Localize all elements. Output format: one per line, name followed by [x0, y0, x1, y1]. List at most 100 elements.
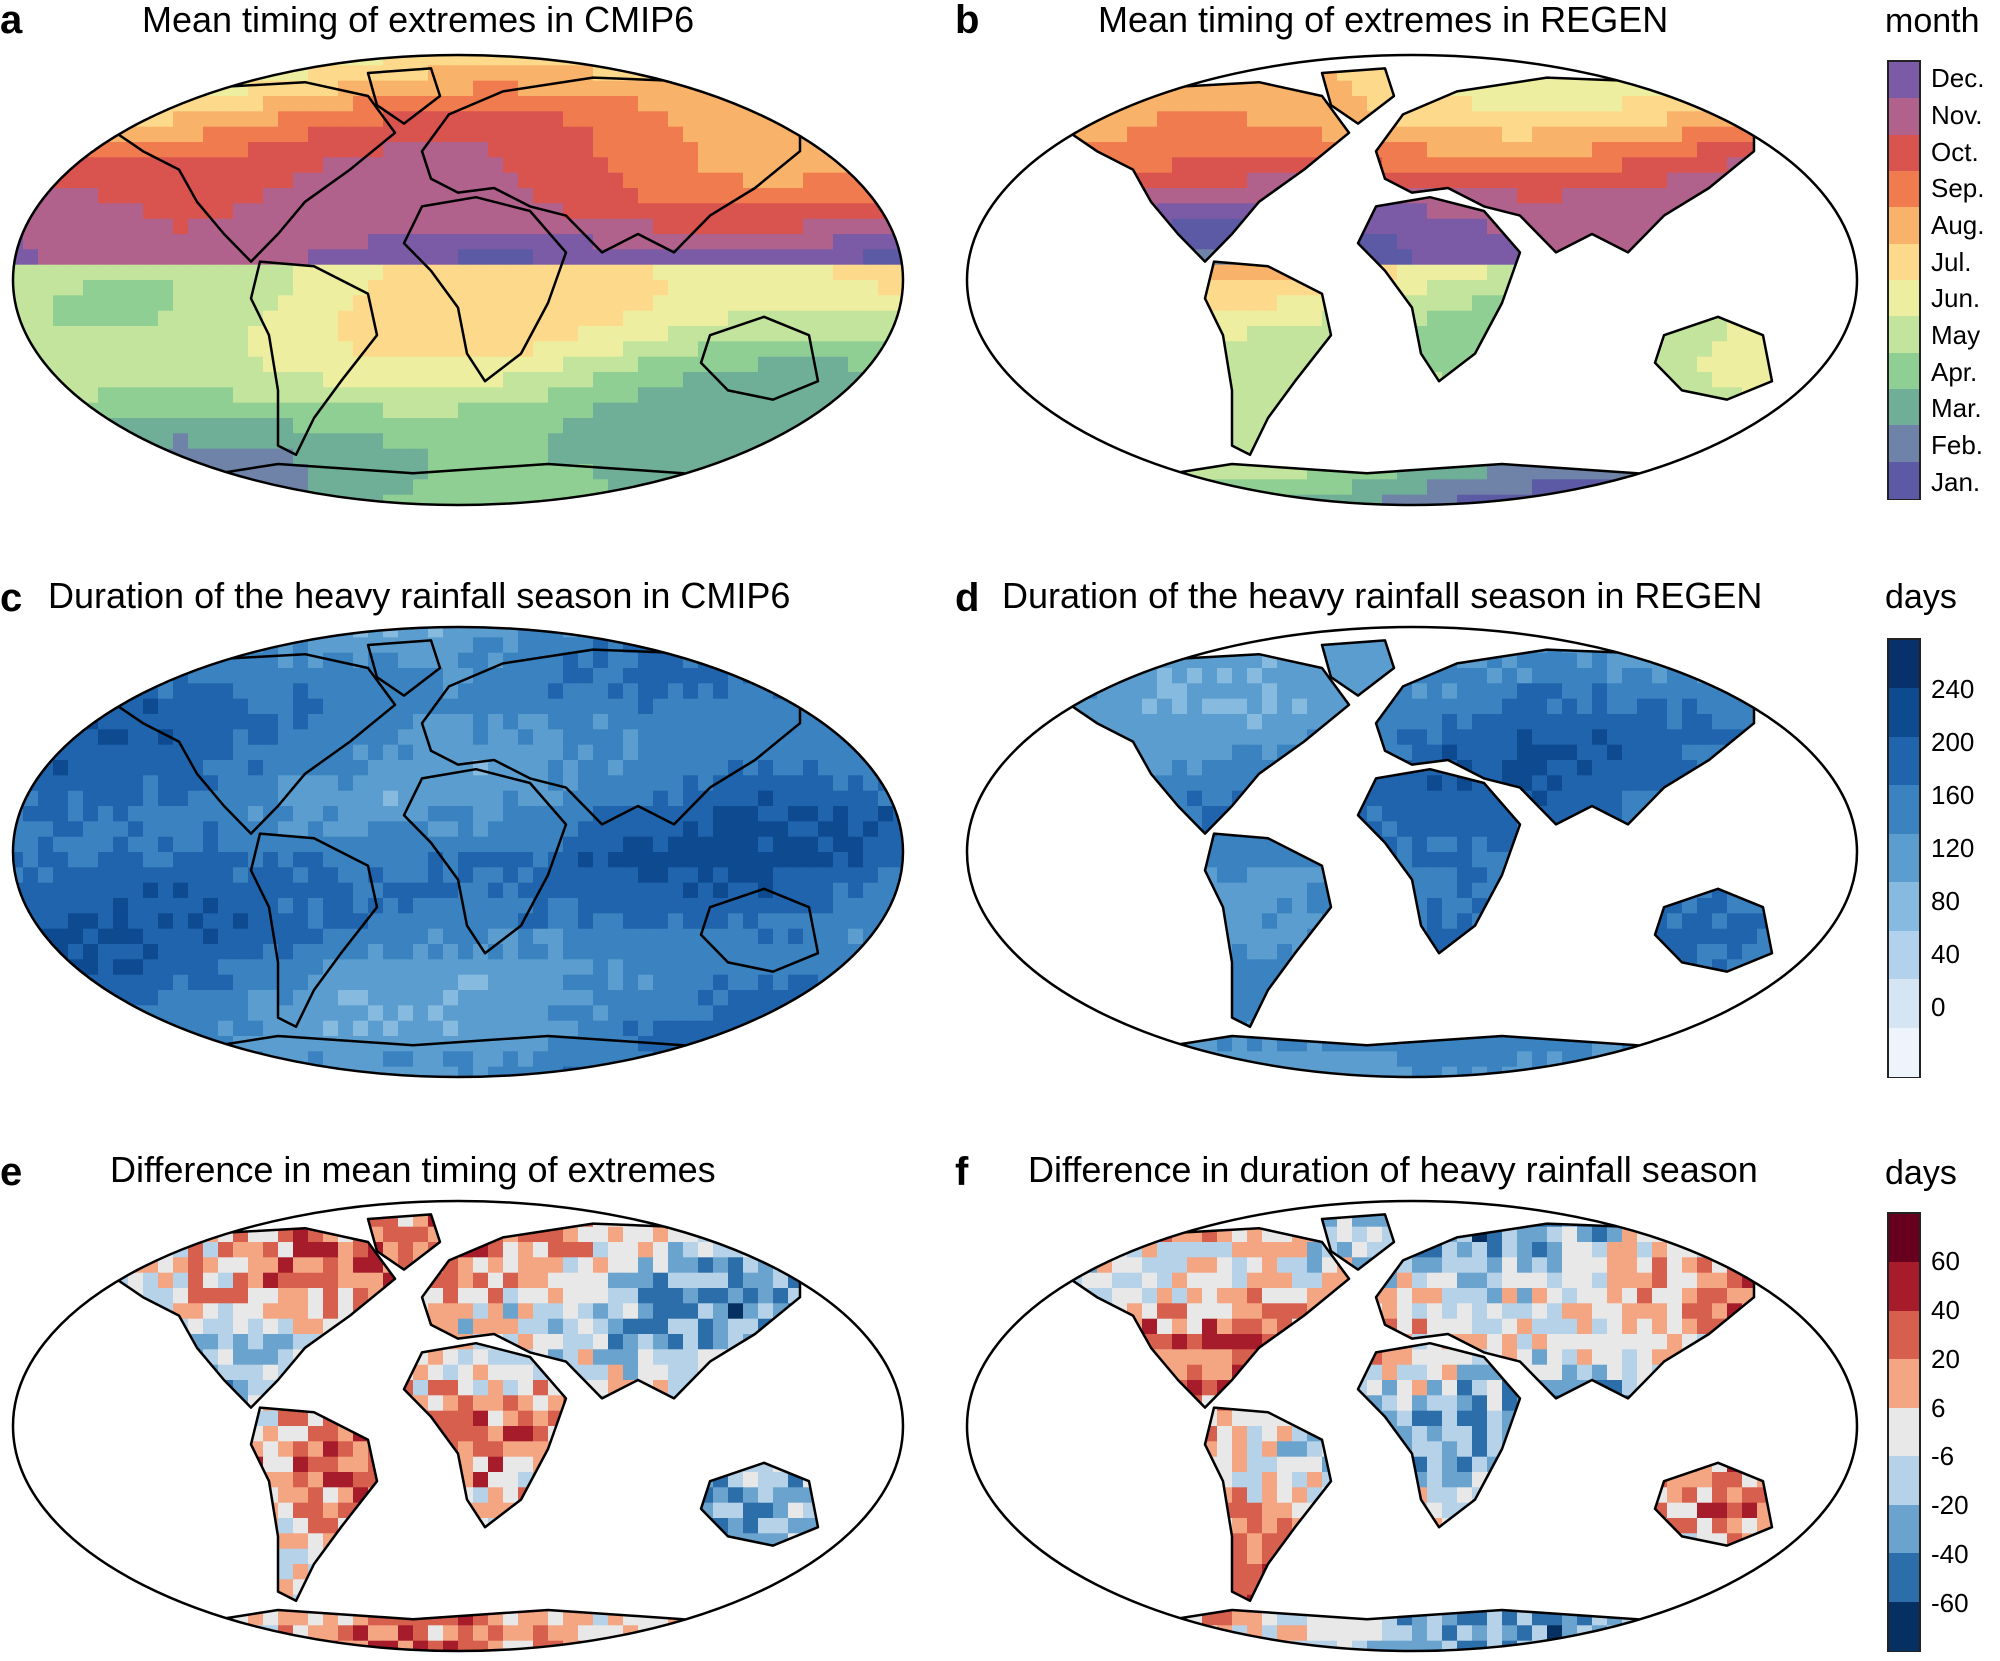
map-boundary — [11, 1199, 905, 1653]
colorbar-days-tick: 240 — [1931, 674, 1975, 704]
map-field-f — [967, 1201, 1857, 1651]
colorbar-days-tick: 160 — [1931, 780, 1975, 811]
colorbar-days-tick: 120 — [1931, 833, 1975, 864]
colorbar-month — [1887, 60, 1921, 500]
colorbar-diff-tick: 60 — [1931, 1245, 1960, 1276]
map-a — [11, 53, 905, 507]
colorbar-diff-segment — [1889, 1601, 1919, 1651]
coastline-greenland — [366, 67, 442, 125]
colorbar-month-tick: Jun. — [1931, 283, 1981, 314]
colorbar-month-segment — [1889, 171, 1919, 209]
colorbar-diff-tick: 20 — [1931, 1343, 1960, 1374]
colorbar-diff-tick: -60 — [1931, 1588, 1969, 1619]
coastline-northAmerica — [114, 652, 397, 835]
coastline-northAmerica — [1068, 652, 1351, 835]
colorbar-diff-segment — [1889, 1504, 1919, 1554]
colorbar-days-segment — [1889, 640, 1919, 690]
coastline-eurasia — [420, 648, 802, 826]
colorbar-month-tick: Aug. — [1931, 210, 1985, 240]
coastline-greenland — [1320, 1213, 1396, 1271]
map-boundary — [11, 53, 905, 507]
colorbar-days-tick: 200 — [1931, 727, 1975, 758]
panel-title-f: Difference in duration of heavy rainfall… — [1028, 1149, 1758, 1190]
colorbar-month-segment — [1889, 316, 1919, 354]
colorbar-month-tick: May — [1931, 320, 1981, 350]
panel-letter-f: f — [955, 1150, 969, 1194]
colorbar-month-segment — [1889, 461, 1919, 499]
coastline-southAmerica — [249, 832, 379, 1029]
colorbar-diff-segment — [1889, 1359, 1919, 1409]
panel-letter-e: e — [0, 1150, 23, 1194]
panel-letter-a: a — [0, 0, 23, 42]
coastline-southAmerica — [1203, 1406, 1333, 1603]
colorbar-diff-segment — [1889, 1407, 1919, 1458]
coastline-australia — [699, 315, 820, 401]
colorbar-month-tick: Apr. — [1931, 356, 1978, 387]
coastline-eurasia — [420, 1222, 802, 1400]
coastline-southAmerica — [249, 260, 379, 457]
coastline-southAmerica — [249, 1406, 379, 1603]
colorbar-diff-segment — [1889, 1553, 1919, 1603]
coastline-greenland — [366, 1213, 442, 1271]
panel-title-a: Mean timing of extremes in CMIP6 — [142, 0, 695, 40]
coastline-southAmerica — [1203, 260, 1333, 457]
coastline-australia — [1653, 887, 1774, 973]
colorbar-month-segment — [1889, 243, 1919, 281]
colorbar-month-segment — [1889, 389, 1919, 427]
colorbar-month-unit: month — [1885, 2, 1980, 40]
map-boundary — [11, 625, 905, 1079]
panel-title-b: Mean timing of extremes in REGEN — [1098, 0, 1669, 40]
colorbar-diff-segment — [1889, 1214, 1919, 1264]
coastline-eurasia — [1374, 1222, 1756, 1400]
colorbar-days-segment — [1889, 736, 1919, 787]
colorbar-month-tick: Feb. — [1931, 430, 1984, 460]
colorbar-month-tick: Nov. — [1931, 100, 1983, 130]
coastline-northAmerica — [1068, 1226, 1351, 1409]
colorbar-month-tick: Sep. — [1931, 173, 1985, 204]
colorbar-diff-segment — [1889, 1310, 1919, 1361]
map-field-a — [13, 55, 903, 505]
coastline-northAmerica — [114, 80, 397, 263]
colorbar-diff-tick: 40 — [1931, 1294, 1960, 1325]
coastline-africa — [402, 767, 568, 955]
map-f — [965, 1199, 1859, 1653]
colorbar-days-segment — [1889, 1027, 1919, 1077]
colorbar-diff-tick: -6 — [1931, 1441, 1955, 1472]
coastline-greenland — [1320, 67, 1396, 125]
colorbar-diff-segment — [1889, 1456, 1919, 1506]
colorbar-days-tick: 40 — [1931, 939, 1960, 970]
colorbar-days-tick: 80 — [1931, 886, 1960, 917]
colorbar-month-tick: Dec. — [1931, 63, 1985, 94]
colorbar-diff-segment — [1889, 1262, 1919, 1312]
coastline-greenland — [1320, 639, 1396, 697]
colorbar-month-segment — [1889, 134, 1919, 172]
coastline-africa — [1356, 1341, 1522, 1529]
colorbar-days-segment — [1889, 882, 1919, 932]
map-d — [965, 625, 1859, 1079]
coastline-northAmerica — [114, 1226, 397, 1409]
colorbar-month-segment — [1889, 62, 1919, 100]
colorbar-days — [1887, 638, 1921, 1078]
colorbar-days-segment — [1889, 833, 1919, 884]
map-field-d — [967, 627, 1857, 1077]
colorbar-month-segment — [1889, 207, 1919, 245]
colorbar-month-segment — [1889, 425, 1919, 463]
map-boundary — [965, 1199, 1859, 1653]
map-c — [11, 625, 905, 1079]
colorbar-days-segment — [1889, 688, 1919, 738]
map-field-e — [13, 1201, 903, 1651]
colorbar-diff-tick: 6 — [1931, 1392, 1946, 1423]
coastline-africa — [1356, 195, 1522, 383]
colorbar-month-segment — [1889, 98, 1919, 136]
map-boundary — [965, 53, 1859, 507]
panel-letter-c: c — [0, 576, 23, 620]
colorbar-diff-tick: -20 — [1931, 1490, 1969, 1521]
map-field-c — [13, 627, 903, 1077]
colorbar-month-tick: Jan. — [1931, 466, 1981, 497]
coastline-southAmerica — [1203, 832, 1333, 1029]
panel-letter-d: d — [955, 576, 980, 620]
colorbar-diff-tick: -40 — [1931, 1539, 1969, 1570]
colorbar-diff — [1887, 1212, 1921, 1652]
panel-letter-b: b — [955, 0, 980, 42]
colorbar-days-segment — [1889, 785, 1919, 835]
